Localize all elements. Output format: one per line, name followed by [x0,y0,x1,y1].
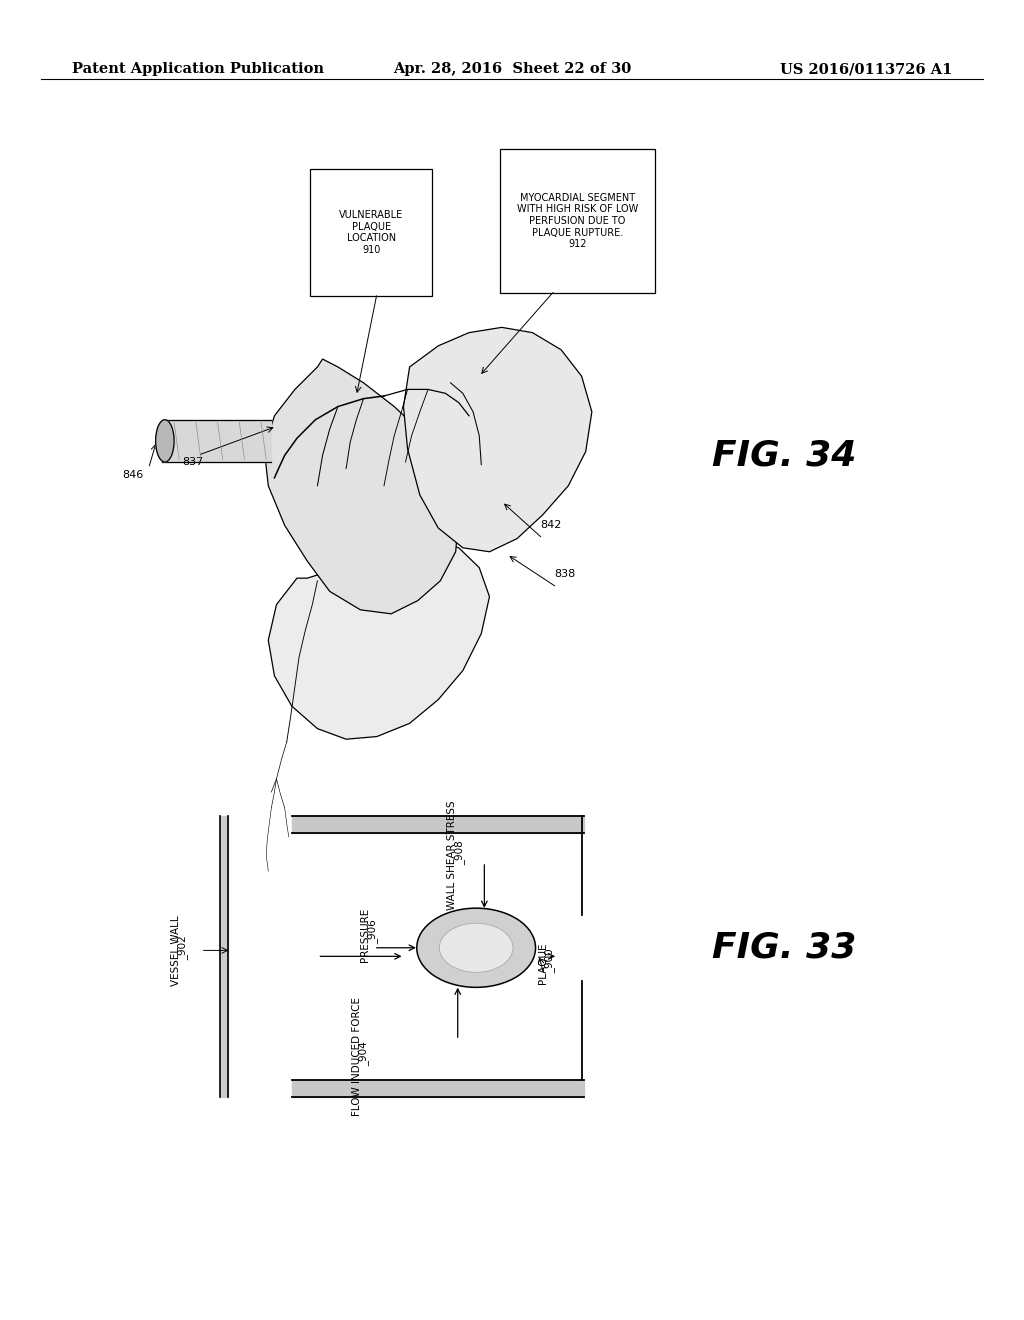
Ellipse shape [439,923,513,973]
Ellipse shape [156,420,174,462]
Text: 837: 837 [182,457,203,467]
Ellipse shape [417,908,536,987]
Text: PLAQUE
̲900: PLAQUE ̲900 [538,942,560,985]
Text: FIG. 33: FIG. 33 [712,931,856,965]
PathPatch shape [268,539,489,739]
Text: Patent Application Publication: Patent Application Publication [72,62,324,77]
Text: WALL SHEAR STRESS
̲908: WALL SHEAR STRESS ̲908 [447,800,470,911]
Text: Apr. 28, 2016  Sheet 22 of 30: Apr. 28, 2016 Sheet 22 of 30 [393,62,631,77]
PathPatch shape [403,327,592,552]
Text: 846: 846 [123,470,143,480]
FancyBboxPatch shape [310,169,432,296]
Polygon shape [162,420,271,462]
Polygon shape [292,1080,584,1097]
Text: MYOCARDIAL SEGMENT
WITH HIGH RISK OF LOW
PERFUSION DUE TO
PLAQUE RUPTURE.
912: MYOCARDIAL SEGMENT WITH HIGH RISK OF LOW… [517,193,638,249]
Text: 838: 838 [555,569,575,579]
Text: FIG. 34: FIG. 34 [712,438,856,473]
Text: FLOW INDUCED FORCE
̲904: FLOW INDUCED FORCE ̲904 [352,997,375,1115]
Polygon shape [220,816,228,1097]
Text: US 2016/0113726 A1: US 2016/0113726 A1 [780,62,952,77]
FancyBboxPatch shape [500,149,655,293]
Text: PRESSURE
̲906: PRESSURE ̲906 [360,907,383,962]
Text: VESSEL WALL
̲902: VESSEL WALL ̲902 [171,915,194,986]
Polygon shape [292,816,584,833]
Text: VULNERABLE
PLAQUE
LOCATION
910: VULNERABLE PLAQUE LOCATION 910 [339,210,403,255]
Text: 842: 842 [541,520,561,531]
PathPatch shape [264,359,459,614]
